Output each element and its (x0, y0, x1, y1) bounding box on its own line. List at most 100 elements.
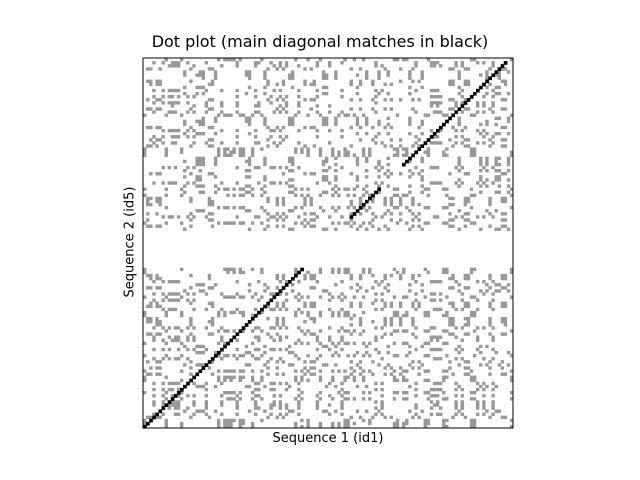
match-cell (269, 347, 273, 352)
match-cell (247, 409, 252, 413)
match-cell (349, 276, 353, 281)
match-cell (180, 313, 184, 318)
diagonal-match-cell (257, 310, 261, 315)
match-cell (386, 227, 390, 231)
match-cell (343, 391, 347, 395)
match-cell (358, 125, 363, 130)
match-cell (432, 298, 437, 302)
match-cell (337, 421, 341, 426)
match-cell (349, 144, 353, 148)
match-cell (275, 107, 279, 111)
match-cell (300, 193, 304, 198)
match-cell (306, 153, 310, 157)
match-cell (176, 403, 181, 407)
match-cell (494, 159, 498, 164)
match-cell (488, 304, 492, 309)
match-cell (451, 301, 455, 305)
match-cell (371, 218, 375, 222)
match-cell (374, 412, 378, 416)
match-cell (469, 187, 474, 191)
match-cell (238, 397, 242, 401)
match-cell (482, 326, 486, 330)
match-cell (420, 363, 424, 367)
match-cell (321, 178, 326, 182)
match-cell (244, 190, 249, 194)
match-cell (482, 135, 486, 139)
match-cell (269, 128, 273, 133)
match-cell (355, 178, 360, 182)
match-cell (143, 421, 147, 426)
match-cell (334, 169, 338, 173)
match-cell (469, 378, 474, 383)
match-cell (247, 132, 252, 136)
match-cell (217, 354, 221, 358)
match-cell (408, 227, 412, 231)
match-cell (192, 298, 196, 302)
match-cell (365, 156, 369, 161)
match-cell (408, 159, 412, 164)
match-cell (402, 378, 406, 383)
match-cell (189, 273, 193, 278)
match-cell (297, 292, 301, 296)
match-cell (217, 310, 221, 315)
match-cell (460, 347, 464, 352)
match-cell (374, 400, 378, 404)
match-cell (451, 415, 455, 420)
match-cell (309, 301, 313, 305)
match-cell (485, 122, 489, 127)
match-cell (429, 326, 434, 330)
match-cell (146, 286, 150, 290)
match-cell (250, 147, 255, 151)
match-cell (509, 153, 514, 157)
match-cell (420, 156, 424, 161)
match-cell (383, 372, 387, 376)
match-cell (371, 138, 375, 142)
match-cell (180, 113, 184, 117)
match-cell (210, 360, 215, 364)
match-cell (355, 159, 360, 164)
match-cell (241, 147, 246, 151)
match-cell (337, 295, 341, 299)
match-cell (146, 360, 150, 364)
match-cell (164, 187, 168, 191)
match-cell (217, 187, 221, 191)
match-cell (223, 378, 227, 383)
match-cell (383, 273, 387, 278)
match-cell (506, 227, 511, 231)
match-cell (192, 165, 196, 170)
match-cell (439, 387, 443, 392)
match-cell (365, 169, 369, 173)
match-cell (463, 107, 468, 111)
match-cell (408, 76, 412, 80)
match-cell (380, 403, 384, 407)
match-cell (180, 378, 184, 383)
match-cell (488, 202, 492, 207)
match-cell (315, 338, 320, 342)
match-cell (389, 366, 394, 370)
diagonal-match-cell (435, 128, 440, 133)
match-cell (429, 335, 434, 339)
match-cell (349, 224, 353, 228)
match-cell (488, 317, 492, 321)
match-cell (497, 283, 501, 287)
match-cell (291, 184, 295, 188)
match-cell (257, 326, 261, 330)
diagonal-match-cell (170, 397, 175, 401)
match-cell (506, 169, 511, 173)
match-cell (161, 88, 165, 93)
match-cell (488, 366, 492, 370)
diagonal-match-cell (448, 116, 452, 121)
chart-title: Dot plot (main diagonal matches in black… (151, 32, 489, 51)
match-cell (303, 366, 307, 370)
match-cell (454, 403, 458, 407)
match-cell (488, 67, 492, 71)
match-cell (198, 132, 202, 136)
match-cell (226, 270, 230, 275)
match-cell (278, 181, 283, 185)
match-cell (349, 317, 353, 321)
match-cell (189, 144, 193, 148)
match-cell (300, 187, 304, 191)
match-cell (349, 82, 353, 87)
match-cell (331, 424, 335, 429)
match-cell (380, 387, 384, 392)
